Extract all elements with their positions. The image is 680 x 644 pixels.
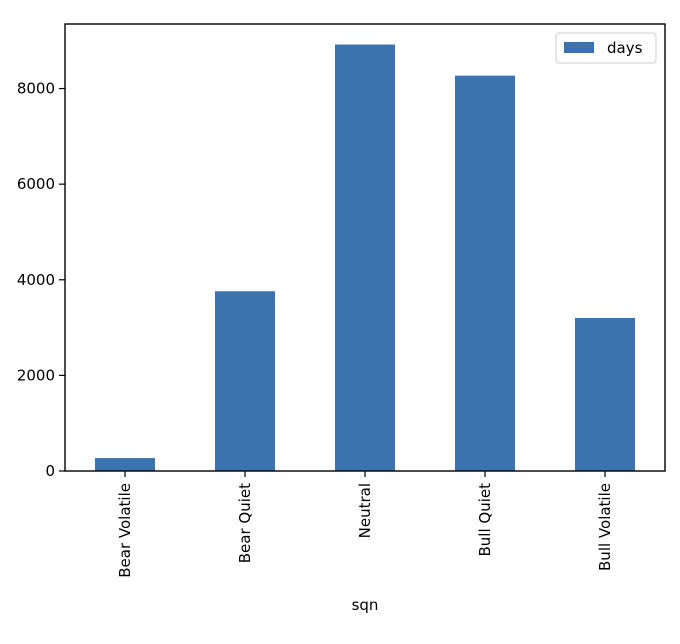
y-axis-ticks: 0 2000 4000 6000 8000 <box>17 80 65 480</box>
bar-bull-volatile <box>575 318 635 471</box>
x-tick-label: Bear Volatile <box>116 483 134 578</box>
bar-bull-quiet <box>455 75 515 472</box>
y-tick-label: 0 <box>45 462 55 480</box>
legend: days <box>555 32 657 64</box>
legend-label: days <box>607 39 643 57</box>
x-tick-label: Bull Volatile <box>596 483 614 571</box>
bar-bear-quiet <box>215 291 275 471</box>
legend-swatch <box>564 42 594 53</box>
legend-box <box>555 32 657 64</box>
y-tick-label: 4000 <box>17 271 55 289</box>
x-axis-title: sqn <box>352 596 379 614</box>
bar-neutral <box>335 44 395 471</box>
bar-bear-volatile <box>95 458 155 471</box>
y-tick-label: 6000 <box>17 175 55 193</box>
x-tick-label: Neutral <box>356 483 374 538</box>
y-tick-label: 8000 <box>17 80 55 98</box>
bars-layer <box>95 44 635 472</box>
x-axis-ticks: Bear Volatile Bear Quiet Neutral Bull Quiet… <box>116 471 614 578</box>
plot-frame <box>64 23 666 472</box>
x-tick-label: Bear Quiet <box>236 483 254 563</box>
x-tick-label: Bull Quiet <box>476 483 494 557</box>
y-tick-label: 2000 <box>17 366 55 384</box>
